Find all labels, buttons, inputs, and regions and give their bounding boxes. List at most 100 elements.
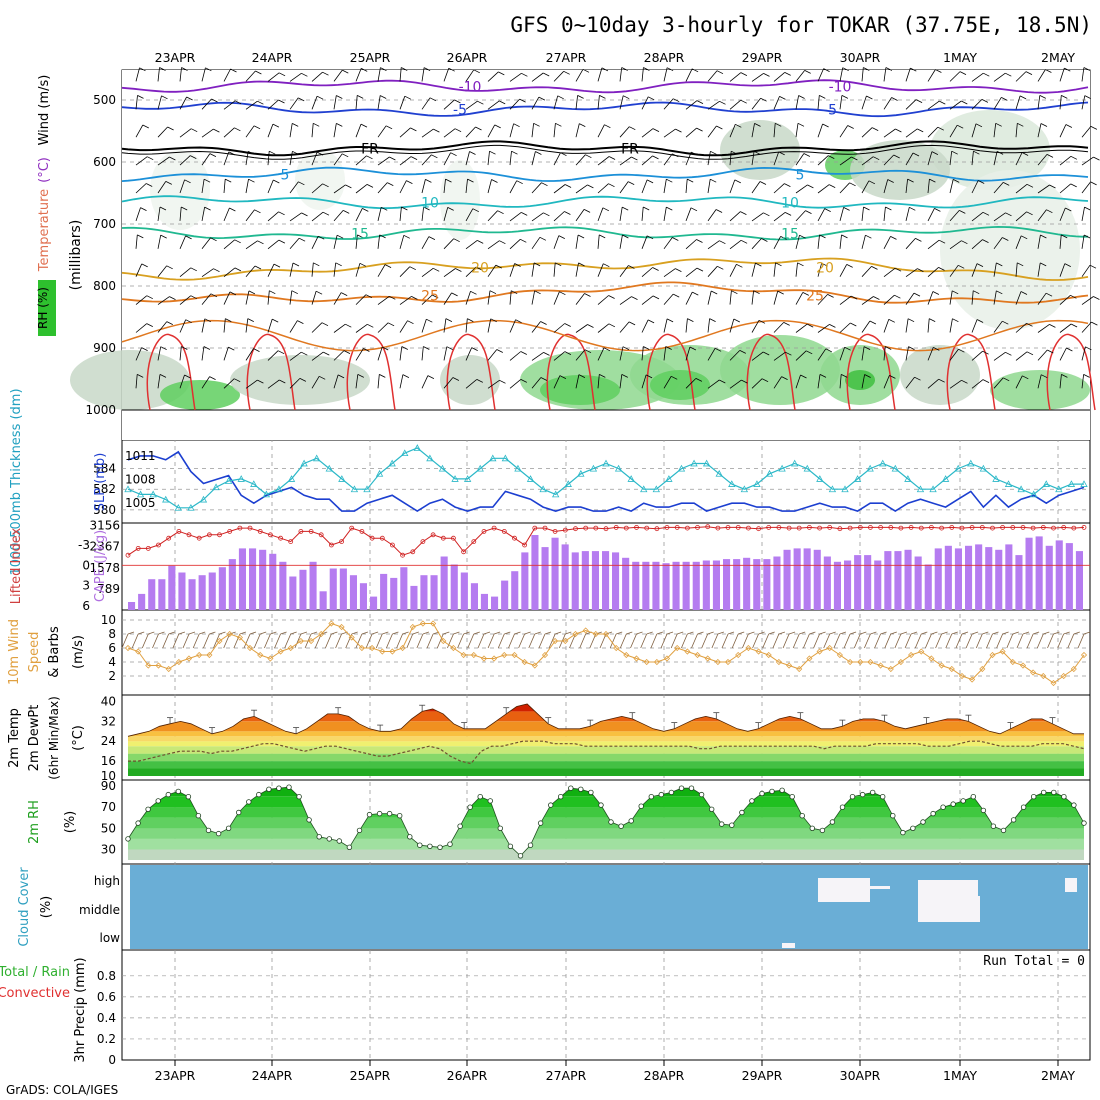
wind-barb-flag bbox=[929, 178, 936, 183]
wind-barb bbox=[597, 347, 605, 361]
isotherm-line bbox=[121, 166, 1089, 182]
wind-barb-flag bbox=[184, 374, 191, 379]
li-point bbox=[471, 539, 477, 544]
wind-barb-flag bbox=[1026, 183, 1034, 188]
wind-barb-flag bbox=[666, 67, 674, 72]
wind-speed-point bbox=[826, 644, 833, 652]
wind-speed-point bbox=[379, 648, 386, 655]
wind-barb bbox=[245, 240, 258, 250]
wind-barb-10m-flag bbox=[239, 631, 247, 635]
thickness-point bbox=[313, 454, 321, 462]
wind-barb-flag bbox=[775, 122, 782, 127]
wind-barb bbox=[487, 71, 499, 82]
date-label-bottom: 28APR bbox=[644, 1068, 685, 1083]
li-point bbox=[125, 552, 131, 558]
wind-barb-flag bbox=[1084, 206, 1091, 211]
wind-barb bbox=[597, 207, 604, 222]
wind-barb bbox=[839, 125, 849, 138]
wind-barb-flag bbox=[423, 67, 431, 71]
rh-band bbox=[128, 849, 1084, 860]
cape-bar bbox=[228, 559, 236, 610]
wind-barb-flag bbox=[298, 97, 305, 102]
wind-barb bbox=[421, 206, 424, 221]
wind-barb bbox=[1081, 181, 1091, 194]
rh-shade bbox=[900, 345, 980, 405]
wind-barb-flag bbox=[228, 346, 235, 351]
wind-barb-10m-flag bbox=[209, 631, 216, 635]
wind-barb-10m-flag bbox=[799, 631, 806, 635]
wind-barb bbox=[531, 123, 534, 138]
cape-bar bbox=[309, 561, 317, 610]
li-point bbox=[644, 525, 650, 531]
wind-barb-flag bbox=[844, 346, 851, 351]
wind-barb-flag bbox=[228, 151, 235, 156]
wind-barb bbox=[443, 346, 448, 361]
wind-barb-10m bbox=[925, 633, 932, 649]
wind-barb-flag bbox=[1020, 291, 1028, 295]
wind-barb-flag bbox=[141, 263, 148, 268]
wind-barb-10m bbox=[162, 633, 170, 649]
wind-barb-flag bbox=[273, 179, 280, 184]
wind-barb bbox=[1037, 209, 1047, 222]
cape-bar bbox=[521, 552, 529, 610]
wind-barb bbox=[729, 239, 742, 250]
wind-barb-flag bbox=[521, 72, 528, 77]
wind-speed-point bbox=[989, 651, 996, 659]
wind-barb-flag bbox=[269, 150, 276, 155]
rh-point bbox=[417, 842, 423, 848]
cape-bar bbox=[450, 564, 458, 610]
wind-barb-flag bbox=[891, 97, 898, 101]
wind-speed-point bbox=[602, 630, 610, 638]
wind-barb-flag bbox=[689, 346, 697, 351]
wind-speed-point bbox=[135, 648, 142, 655]
wind-barb bbox=[465, 100, 478, 110]
wind-barb bbox=[377, 125, 387, 138]
wind-barb-10m bbox=[355, 633, 363, 649]
wind-barb-flag bbox=[257, 240, 264, 245]
wind-barb-10m-flag bbox=[961, 631, 969, 635]
wind-barb bbox=[707, 348, 716, 361]
wind-barb-10m-flag bbox=[788, 631, 796, 635]
wind-barb bbox=[201, 207, 205, 221]
wind-barb-10m bbox=[497, 633, 505, 649]
wind-barb-flag bbox=[1064, 67, 1071, 72]
cape-bar bbox=[1045, 545, 1053, 610]
wind-barb-10m-flag bbox=[412, 631, 419, 635]
wind-speed-point bbox=[246, 644, 254, 652]
wind-barb bbox=[1081, 296, 1094, 305]
wind-barb-flag bbox=[540, 377, 548, 381]
wind-barb bbox=[707, 179, 711, 194]
li-point bbox=[349, 525, 355, 531]
wind-barb bbox=[949, 100, 962, 110]
wind-speed-point bbox=[521, 658, 528, 666]
slp-series-line bbox=[127, 450, 1085, 513]
li-point bbox=[237, 525, 243, 531]
wind-barb bbox=[927, 347, 934, 361]
li-point bbox=[257, 529, 263, 534]
wind-barb-flag bbox=[740, 72, 748, 76]
cape-bar bbox=[995, 549, 1003, 610]
wind-barb bbox=[751, 238, 762, 250]
wind-barb-flag bbox=[819, 234, 826, 239]
thickness-point bbox=[401, 449, 409, 457]
precip-tick: 0.8 bbox=[97, 969, 116, 983]
wind-barb bbox=[157, 67, 160, 82]
wind-barb bbox=[179, 67, 182, 82]
wind-barb bbox=[751, 151, 755, 166]
wind-barb-flag bbox=[885, 206, 892, 211]
thickness-series-line bbox=[127, 447, 1084, 509]
wind-barb-10m-flag bbox=[768, 631, 775, 635]
wind-barb-flag bbox=[696, 100, 704, 104]
wind-barb-flag bbox=[476, 379, 483, 383]
wind-barb-flag bbox=[543, 72, 550, 77]
wind-barb bbox=[487, 349, 498, 361]
wind-barb-10m bbox=[375, 633, 383, 649]
wind-barb bbox=[817, 123, 823, 138]
li-point bbox=[166, 535, 172, 541]
wind-barb bbox=[861, 320, 871, 333]
cloud-patch bbox=[918, 896, 980, 922]
wind-barb-flag bbox=[754, 123, 761, 127]
wind-barb-flag bbox=[1085, 346, 1092, 351]
pressure-tick: 600 bbox=[93, 155, 116, 169]
hot-contour bbox=[546, 333, 596, 411]
